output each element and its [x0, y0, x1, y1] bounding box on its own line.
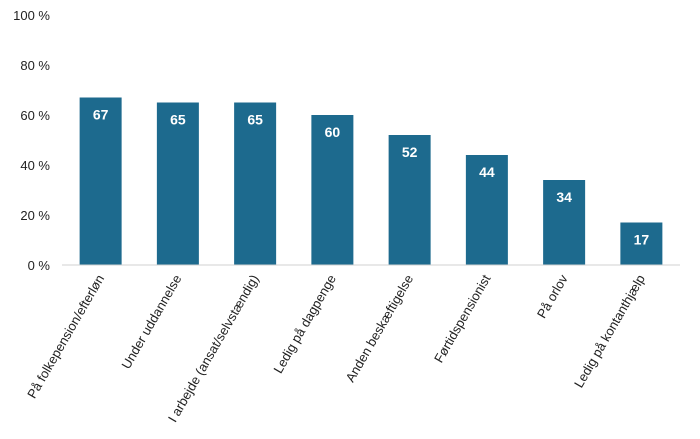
- data-label: 65: [170, 112, 186, 128]
- data-label: 60: [325, 124, 341, 140]
- data-label: 44: [479, 164, 495, 180]
- x-tick-label: Ledig på kontanthjælp: [571, 272, 648, 390]
- bar: [234, 102, 277, 265]
- data-label: 17: [634, 232, 650, 248]
- y-tick-label: 20 %: [20, 208, 50, 223]
- x-tick-label: Under uddannelse: [118, 272, 184, 372]
- bar: [311, 115, 354, 265]
- x-tick-label: På folkepension/efterløn: [24, 272, 107, 401]
- data-label: 65: [247, 112, 263, 128]
- y-tick-label: 40 %: [20, 158, 50, 173]
- x-tick-label: På orlov: [534, 272, 571, 321]
- x-tick-label: I arbejde (ansat/selvstændig): [165, 272, 262, 425]
- y-tick-label: 60 %: [20, 108, 50, 123]
- y-tick-label: 0 %: [28, 258, 51, 273]
- x-tick-label: Anden beskæftigelse: [343, 272, 417, 385]
- bar: [156, 102, 199, 265]
- bar: [388, 135, 431, 265]
- y-tick-label: 80 %: [20, 58, 50, 73]
- bar: [543, 180, 586, 265]
- bar: [620, 222, 663, 265]
- data-label: 67: [93, 107, 109, 123]
- data-label: 34: [556, 189, 572, 205]
- y-tick-label: 100 %: [13, 8, 50, 23]
- x-tick-label: Førtidspensionist: [431, 272, 494, 366]
- bar: [465, 155, 508, 265]
- x-tick-label: Ledig på dagpenge: [270, 272, 339, 376]
- bar: [79, 97, 122, 265]
- data-label: 52: [402, 144, 418, 160]
